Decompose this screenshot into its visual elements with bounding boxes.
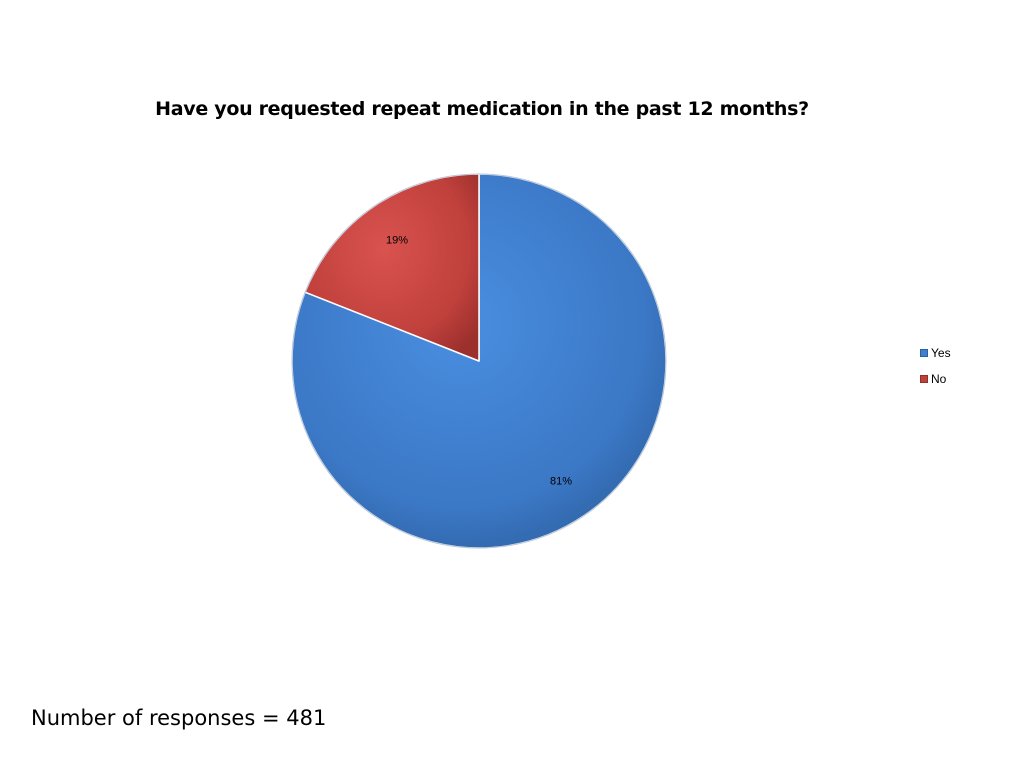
data-label-no: 19% (386, 234, 408, 246)
pie-slices (291, 173, 667, 549)
pie-data-labels: 81% 19% (386, 234, 572, 487)
data-label-yes: 81% (550, 476, 572, 488)
chart-title: Have you requested repeat medication in … (155, 98, 809, 120)
legend-item-no: No (920, 366, 951, 392)
legend-swatch-no (920, 375, 928, 383)
legend-label-no: No (931, 372, 947, 386)
legend-label-yes: Yes (931, 346, 951, 360)
pie-outline (291, 173, 667, 549)
response-count-note: Number of responses = 481 (31, 706, 327, 730)
legend-swatch-yes (920, 349, 928, 357)
pie-slice-no (304, 173, 480, 362)
legend: Yes No (920, 340, 951, 392)
legend-item-yes: Yes (920, 340, 951, 366)
